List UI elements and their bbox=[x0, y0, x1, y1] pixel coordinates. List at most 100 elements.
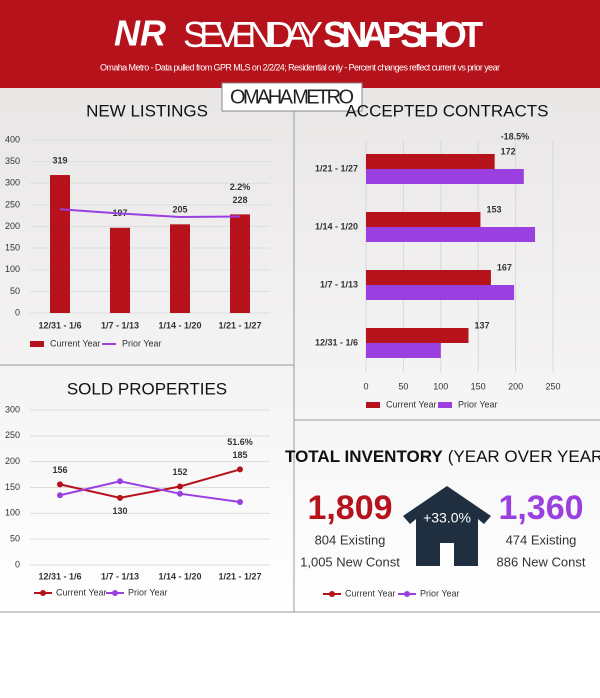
legend-label: Prior Year bbox=[458, 399, 498, 409]
prior-new: 886 New Const bbox=[497, 554, 586, 569]
y-tick-label: 1/7 - 1/13 bbox=[320, 279, 358, 289]
inventory-title-bold: TOTAL INVENTORY bbox=[285, 447, 443, 466]
data-label: 130 bbox=[112, 506, 127, 516]
bar bbox=[110, 227, 130, 313]
subtitle: Omaha Metro - Data pulled from GPR MLS o… bbox=[100, 62, 500, 72]
x-tick-label: 1/7 - 1/13 bbox=[101, 320, 139, 330]
bar bbox=[170, 224, 190, 313]
point bbox=[57, 492, 63, 499]
x-tick-label: 250 bbox=[545, 381, 560, 391]
y-tick-label: 250 bbox=[5, 199, 20, 209]
point bbox=[177, 490, 183, 497]
bar bbox=[366, 169, 524, 184]
legend-label: Prior Year bbox=[128, 587, 168, 597]
header-title: SEVEN DAYSNAPSHOT bbox=[183, 14, 483, 55]
y-tick-label: 100 bbox=[5, 508, 20, 518]
legend-label: Current Year bbox=[345, 588, 396, 598]
bar bbox=[366, 343, 441, 358]
chart-title: NEW LISTINGS bbox=[86, 101, 208, 120]
chart-title: ACCEPTED CONTRACTS bbox=[345, 101, 548, 120]
y-tick-label: 300 bbox=[5, 404, 20, 414]
y-tick-label: 200 bbox=[5, 221, 20, 231]
y-tick-label: 150 bbox=[5, 243, 20, 253]
y-tick-label: 150 bbox=[5, 482, 20, 492]
bar bbox=[366, 154, 495, 169]
bar bbox=[366, 270, 491, 285]
title-bold: SNAPSHOT bbox=[323, 14, 483, 55]
x-tick-label: 1/21 - 1/27 bbox=[218, 571, 261, 581]
legend-swatch bbox=[30, 341, 44, 347]
legend-label: Prior Year bbox=[122, 338, 162, 348]
x-tick-label: 1/14 - 1/20 bbox=[158, 571, 201, 581]
y-tick-label: 350 bbox=[5, 156, 20, 166]
legend-label: Current Year bbox=[50, 338, 101, 348]
data-label: 185 bbox=[232, 450, 247, 460]
y-tick-label: 50 bbox=[10, 534, 20, 544]
bar bbox=[50, 175, 70, 313]
current-new: 1,005 New Const bbox=[300, 554, 400, 569]
legend-marker bbox=[329, 591, 335, 597]
data-label: 172 bbox=[501, 146, 516, 156]
legend-swatch bbox=[438, 402, 452, 408]
inventory-title: TOTAL INVENTORY (YEAR OVER YEAR) bbox=[285, 447, 600, 466]
house-icon bbox=[403, 486, 491, 566]
legend-label: Prior Year bbox=[420, 588, 460, 598]
x-tick-label: 12/31 - 1/6 bbox=[38, 320, 81, 330]
x-tick-label: 12/31 - 1/6 bbox=[38, 571, 81, 581]
y-tick-label: 1/21 - 1/27 bbox=[315, 163, 358, 173]
prior-existing: 474 Existing bbox=[506, 532, 577, 547]
legend-marker bbox=[404, 591, 410, 597]
current-total: 1,809 bbox=[307, 489, 392, 527]
line bbox=[59, 468, 241, 499]
data-label: 152 bbox=[172, 467, 187, 477]
point bbox=[237, 466, 243, 473]
point bbox=[117, 494, 123, 501]
chart-title: SOLD PROPERTIES bbox=[67, 379, 227, 398]
bar bbox=[366, 285, 515, 300]
line bbox=[59, 208, 241, 218]
annotation: 2.2% bbox=[230, 182, 251, 192]
data-label: 153 bbox=[486, 204, 501, 214]
house-door bbox=[440, 543, 454, 566]
legend-label: Current Year bbox=[56, 587, 107, 597]
point bbox=[237, 498, 243, 505]
bar bbox=[366, 212, 481, 227]
x-tick-label: 1/7 - 1/13 bbox=[101, 571, 139, 581]
panel-borders bbox=[0, 88, 600, 613]
x-tick-label: 150 bbox=[471, 381, 486, 391]
x-tick-label: 200 bbox=[508, 381, 523, 391]
line bbox=[59, 480, 241, 503]
title-light: SEVEN DAY bbox=[183, 14, 323, 55]
legend-marker bbox=[112, 590, 118, 596]
prior-total: 1,360 bbox=[498, 489, 583, 527]
data-label: 228 bbox=[232, 195, 247, 205]
y-tick-label: 400 bbox=[5, 134, 20, 144]
badge-text: OMAHA METRO bbox=[230, 86, 354, 108]
inventory-subtitle: (YEAR OVER YEAR) bbox=[448, 447, 600, 466]
bar bbox=[366, 328, 469, 343]
y-tick-label: 0 bbox=[15, 307, 20, 317]
x-tick-label: 50 bbox=[398, 381, 408, 391]
y-tick-label: 50 bbox=[10, 286, 20, 296]
change: +33.0% bbox=[423, 510, 471, 526]
y-tick-label: 0 bbox=[15, 559, 20, 569]
legend-marker bbox=[40, 590, 46, 596]
x-tick-label: 1/21 - 1/27 bbox=[218, 320, 261, 330]
y-tick-label: 100 bbox=[5, 264, 20, 274]
y-tick-label: 200 bbox=[5, 456, 20, 466]
y-tick-label: 300 bbox=[5, 178, 20, 188]
x-tick-label: 100 bbox=[433, 381, 448, 391]
point bbox=[57, 481, 63, 488]
badge bbox=[221, 82, 363, 112]
legend-swatch bbox=[366, 402, 380, 408]
legend-label: Current Year bbox=[386, 399, 437, 409]
y-tick-label: 1/14 - 1/20 bbox=[315, 221, 358, 231]
point bbox=[177, 483, 183, 490]
x-tick-label: 1/14 - 1/20 bbox=[158, 320, 201, 330]
annotation: 51.6% bbox=[227, 437, 253, 447]
data-label: 167 bbox=[497, 262, 512, 272]
logo: NR bbox=[114, 13, 166, 54]
data-label: 205 bbox=[172, 205, 187, 215]
point bbox=[117, 478, 123, 485]
